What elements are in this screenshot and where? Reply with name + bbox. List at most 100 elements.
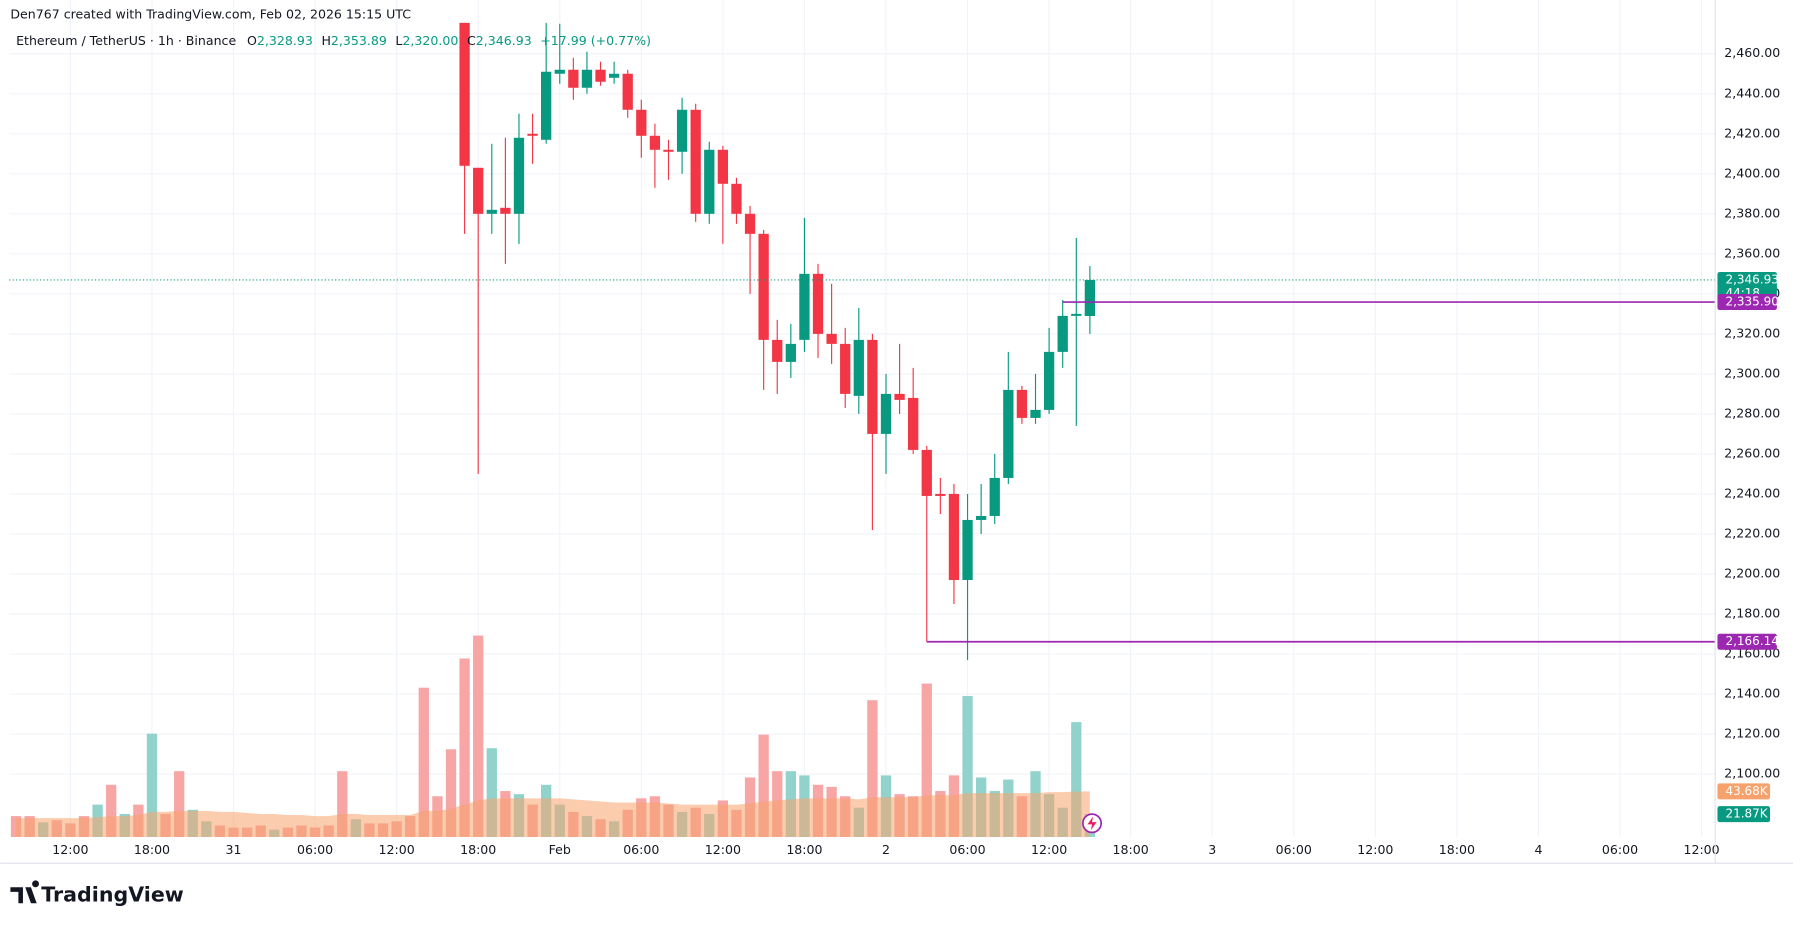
volume-box xyxy=(1717,806,1771,823)
candles xyxy=(459,22,1096,661)
candle-body xyxy=(459,22,470,166)
candle-body xyxy=(690,109,701,214)
x-tick-label: 18:00 xyxy=(1439,842,1475,857)
symbol-line: Ethereum / TetherUS · 1h · Binance O 2,32… xyxy=(16,33,651,48)
x-tick-label: Feb xyxy=(549,842,571,857)
x-tick-label: 12:00 xyxy=(1031,842,1067,857)
author-line: Den767 created with TradingView.com, Feb… xyxy=(10,6,411,21)
x-tick-label: 06:00 xyxy=(1276,842,1312,857)
candle-body xyxy=(744,213,756,234)
price-line-label: 2,166.14 xyxy=(1725,634,1778,648)
candle-body xyxy=(921,449,932,496)
price-line-box xyxy=(1717,294,1777,311)
candle-body xyxy=(1043,351,1055,410)
x-tick-label: 06:00 xyxy=(1602,842,1638,857)
x-tick-label: 12:00 xyxy=(52,842,88,857)
y-tick-label: 2,420.00 xyxy=(1724,125,1780,140)
candle-body xyxy=(812,273,824,334)
candle-body xyxy=(1084,279,1096,317)
candle-body xyxy=(826,333,837,344)
candle-body xyxy=(935,493,946,496)
last-price-box xyxy=(1717,271,1777,301)
overlay: 2,346.9344:182,335.902,166.1443.68K21.87… xyxy=(9,271,1779,823)
volume-bar xyxy=(418,687,429,837)
candle-body xyxy=(500,207,511,214)
volume-bar xyxy=(445,749,457,837)
volume-bar xyxy=(921,683,932,837)
symbol: Ethereum / TetherUS · 1h · Binance xyxy=(16,33,236,48)
candle-body xyxy=(1030,409,1041,418)
candle-body xyxy=(568,69,579,88)
volume-pane xyxy=(10,635,1096,837)
y-tick-label: 2,320.00 xyxy=(1724,325,1780,340)
y-tick-label: 2,120.00 xyxy=(1724,726,1780,741)
candle-body xyxy=(853,339,864,396)
candle-body xyxy=(962,519,973,580)
candle-body xyxy=(867,339,878,434)
candle-body xyxy=(527,133,538,136)
x-tick-label: 18:00 xyxy=(134,842,170,857)
candle-body xyxy=(758,233,769,340)
candle-body xyxy=(840,343,851,394)
volume-bar xyxy=(473,635,484,837)
volume-bar xyxy=(106,784,117,837)
y-tick-label: 2,300.00 xyxy=(1724,365,1780,380)
x-tick-label: 31 xyxy=(226,842,242,857)
candle-body xyxy=(1003,389,1014,478)
candle-body xyxy=(704,149,715,214)
y-tick-label: 2,140.00 xyxy=(1724,686,1780,701)
candle-body xyxy=(541,71,552,140)
x-tick-label: 12:00 xyxy=(379,842,415,857)
volume-bar xyxy=(867,700,878,837)
candle-body xyxy=(663,149,674,152)
volume-bar xyxy=(459,658,470,837)
x-tick-label: 06:00 xyxy=(297,842,333,857)
x-tick-label: 12:00 xyxy=(705,842,741,857)
candle-body xyxy=(908,397,919,450)
y-tick-label: 2,100.00 xyxy=(1724,766,1780,781)
candle-body xyxy=(1016,389,1028,418)
candle-body xyxy=(581,69,593,88)
y-tick-label: 2,280.00 xyxy=(1724,405,1780,420)
x-tick-label: 12:00 xyxy=(1357,842,1393,857)
volume-ma-area xyxy=(16,791,1090,837)
y-tick-label: 2,200.00 xyxy=(1724,565,1780,580)
volume-bar xyxy=(174,771,185,837)
change: +17.99 (+0.77%) xyxy=(540,33,651,48)
candle-body xyxy=(731,183,742,214)
candle-body xyxy=(772,339,783,362)
candle-body xyxy=(513,137,525,214)
candle-body xyxy=(785,343,796,362)
x-tick-label: 18:00 xyxy=(460,842,496,857)
candle-body xyxy=(676,109,688,152)
candle-body xyxy=(880,393,892,434)
y-tick-label: 2,240.00 xyxy=(1724,485,1780,500)
volume-bar xyxy=(146,733,158,837)
candle-body xyxy=(894,393,905,400)
brand-logo: TradingView xyxy=(10,880,184,906)
ohlc-label: C xyxy=(467,33,476,48)
candle-body xyxy=(608,73,620,78)
candle-body xyxy=(595,69,606,82)
grid: 2,100.002,120.002,140.002,160.002,180.00… xyxy=(9,0,1780,857)
x-tick-label: 18:00 xyxy=(1113,842,1149,857)
candle-body xyxy=(636,109,647,136)
candle-body xyxy=(554,69,565,74)
candle-body xyxy=(622,73,633,110)
candle-body xyxy=(717,149,729,184)
price-line-label: 2,335.90 xyxy=(1725,295,1778,309)
ohlc-value: 2,320.00 xyxy=(402,33,458,48)
volume-bar xyxy=(1071,722,1082,837)
y-tick-label: 2,440.00 xyxy=(1724,85,1780,100)
brand: TradingView xyxy=(41,882,184,906)
volume-bar xyxy=(486,748,497,837)
candle-body xyxy=(1071,313,1082,316)
y-tick-label: 2,180.00 xyxy=(1724,605,1780,620)
y-tick-label: 2,260.00 xyxy=(1724,445,1780,460)
volume-bar xyxy=(758,734,769,837)
ohlc-value: 2,346.93 xyxy=(476,33,532,48)
ohlc-label: O xyxy=(247,33,257,48)
candle-body xyxy=(948,493,960,580)
